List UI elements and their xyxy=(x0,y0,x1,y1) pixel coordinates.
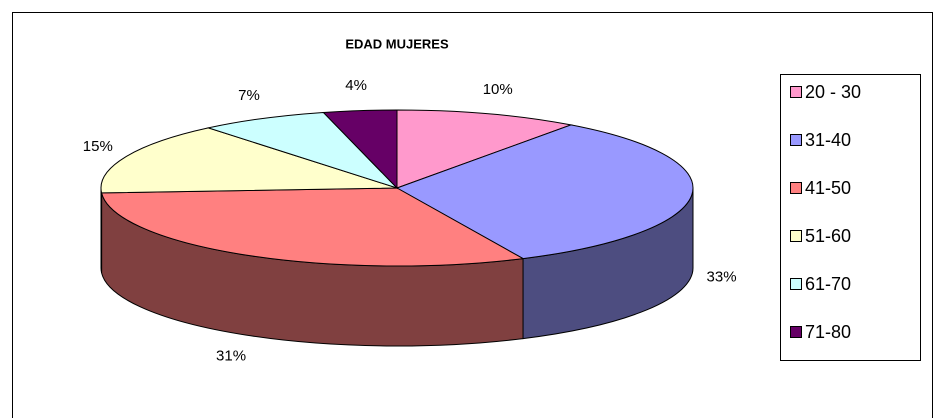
legend-swatch xyxy=(790,182,802,194)
legend-label: 71-80 xyxy=(805,322,851,342)
slice xyxy=(206,111,398,189)
chart-title: EDAD MUJERES xyxy=(345,36,449,51)
slice xyxy=(395,124,694,260)
legend-swatch xyxy=(790,326,802,338)
slice xyxy=(100,187,525,267)
legend-swatch xyxy=(790,278,802,290)
slice-side xyxy=(100,187,103,274)
legend-label: 51-60 xyxy=(805,226,851,246)
data-label: 33% xyxy=(707,269,737,286)
legend-label: 20 - 30 xyxy=(805,82,861,102)
legend-label: 31-40 xyxy=(805,130,851,150)
slice xyxy=(322,109,398,190)
slice xyxy=(100,127,398,194)
legend-swatch xyxy=(790,134,802,146)
legend-box xyxy=(780,74,921,361)
legend-swatch xyxy=(790,86,802,98)
data-label: 7% xyxy=(238,87,260,104)
legend-label: 41-50 xyxy=(805,178,851,198)
legend-swatch xyxy=(790,230,802,242)
data-label: 15% xyxy=(83,138,113,155)
data-label: 10% xyxy=(483,81,513,98)
legend-label: 61-70 xyxy=(805,274,851,294)
data-label: 31% xyxy=(216,348,246,365)
slice xyxy=(396,109,573,189)
data-label: 4% xyxy=(345,77,367,94)
